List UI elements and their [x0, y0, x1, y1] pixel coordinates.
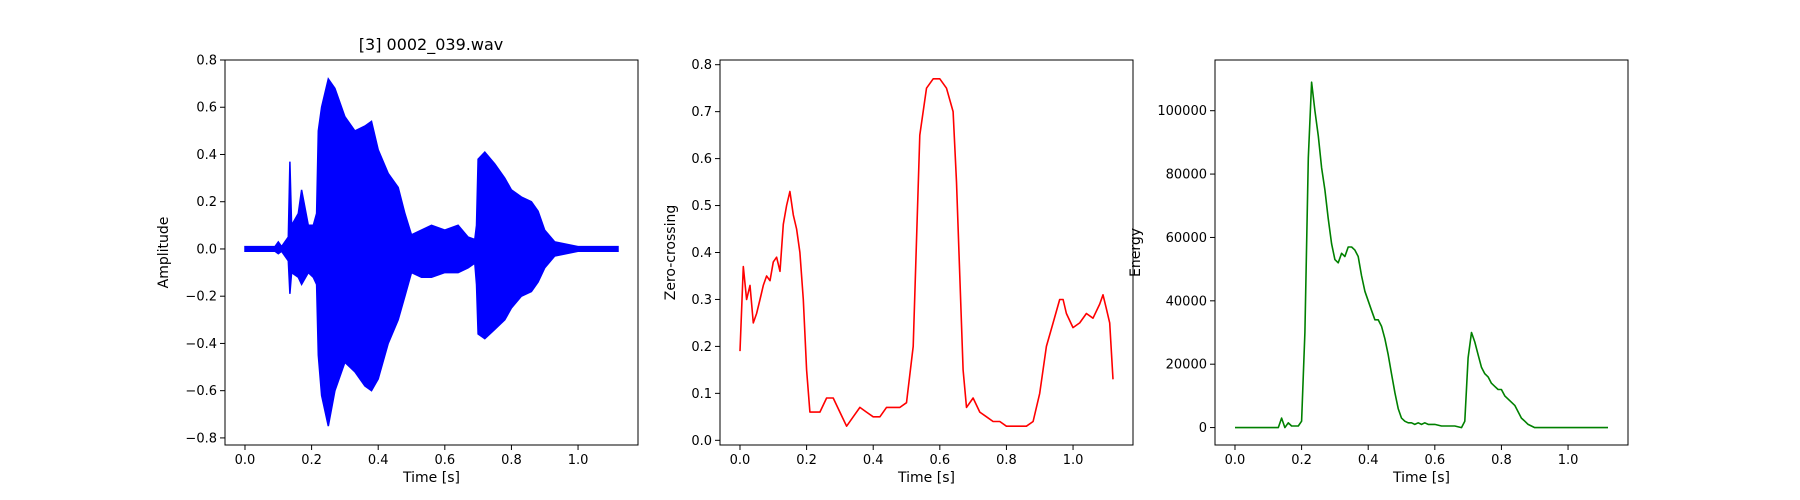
amplitude-axes-frame [224, 59, 639, 446]
zero-crossing-xtick-label: 0.2 [796, 453, 817, 468]
amplitude-xtick-label: 0.4 [368, 453, 389, 468]
energy-xtick-label: 0.4 [1358, 453, 1379, 468]
energy-ytick-label: 60000 [1166, 231, 1207, 246]
amplitude-ytick-label: −0.2 [185, 290, 217, 305]
amplitude-panel: 0.0 0.2 0.4 0.6 0.8 1.0 −0.8 −0.6 −0.4 −0.2 0.0 0.2… [156, 54, 639, 486]
amplitude-xtick-label: 1.0 [568, 453, 589, 468]
zero-crossing-xtick-label: 0.8 [996, 453, 1017, 468]
amplitude-ytick-label: 0.0 [196, 242, 217, 257]
zero-crossing-ytick-label: 0.3 [691, 293, 712, 308]
amplitude-ytick-label: 0.8 [196, 54, 217, 69]
amplitude-waveform [244, 77, 619, 427]
energy-series-line [1235, 81, 1608, 429]
zero-crossing-xtick-label: 0.6 [929, 453, 950, 468]
amplitude-ytick-label: 0.6 [196, 101, 217, 116]
amplitude-ytick-label: −0.6 [185, 384, 217, 399]
energy-ylabel: Energy [1128, 228, 1144, 277]
amplitude-xtick-label: 0.2 [301, 453, 322, 468]
zero-crossing-series-line [739, 78, 1114, 428]
zero-crossing-panel: 0.0 0.2 0.4 0.6 0.8 1.0 0.0 0.1 0.2 0.3 0.4 0.5 0.6 0… [663, 58, 1134, 486]
energy-xlabel: Time [s] [1392, 470, 1450, 486]
zero-crossing-ytick-label: 0.8 [691, 58, 712, 73]
energy-ytick-label: 80000 [1166, 168, 1207, 183]
zero-crossing-ytick-label: 0.7 [691, 105, 712, 120]
zero-crossing-ytick-label: 0.4 [691, 246, 712, 261]
panel1-title: [3] 0002_039.wav [359, 35, 503, 55]
zero-crossing-ytick-label: 0.0 [691, 434, 712, 449]
energy-ytick-label: 20000 [1166, 358, 1207, 373]
energy-xtick-label: 1.0 [1558, 453, 1579, 468]
zero-crossing-xlabel: Time [s] [897, 470, 955, 486]
zero-crossing-xtick-label: 0.4 [863, 453, 884, 468]
amplitude-ylabel: Amplitude [156, 217, 172, 289]
energy-xtick-label: 0.6 [1424, 453, 1445, 468]
zero-crossing-ytick-label: 0.5 [691, 199, 712, 214]
zero-crossing-xtick-label: 1.0 [1063, 453, 1084, 468]
amplitude-ytick-label: −0.4 [185, 337, 217, 352]
zero-crossing-ytick-label: 0.1 [691, 387, 712, 402]
amplitude-ytick-label: 0.2 [196, 195, 217, 210]
energy-ytick-label: 0 [1199, 421, 1207, 436]
amplitude-xtick-label: 0.6 [434, 453, 455, 468]
zero-crossing-xtick-label: 0.0 [730, 453, 751, 468]
energy-panel: 0.0 0.2 0.4 0.6 0.8 1.0 0 20000 40000 60000 80000 1… [1128, 59, 1629, 486]
zero-crossing-ylabel: Zero-crossing [663, 205, 679, 300]
energy-axes-frame [1214, 59, 1629, 446]
energy-xtick-label: 0.2 [1291, 453, 1312, 468]
amplitude-xtick-label: 0.8 [501, 453, 522, 468]
amplitude-xlabel: Time [s] [402, 470, 460, 486]
energy-ytick-label: 100000 [1157, 104, 1207, 119]
energy-xtick-label: 0.8 [1491, 453, 1512, 468]
zero-crossing-ytick-label: 0.2 [691, 340, 712, 355]
amplitude-ytick-label: 0.4 [196, 148, 217, 163]
energy-xtick-label: 0.0 [1225, 453, 1246, 468]
energy-ytick-label: 40000 [1166, 294, 1207, 309]
amplitude-xtick-label: 0.0 [235, 453, 256, 468]
zero-crossing-ytick-label: 0.6 [691, 152, 712, 167]
amplitude-ytick-label: −0.8 [185, 431, 217, 446]
